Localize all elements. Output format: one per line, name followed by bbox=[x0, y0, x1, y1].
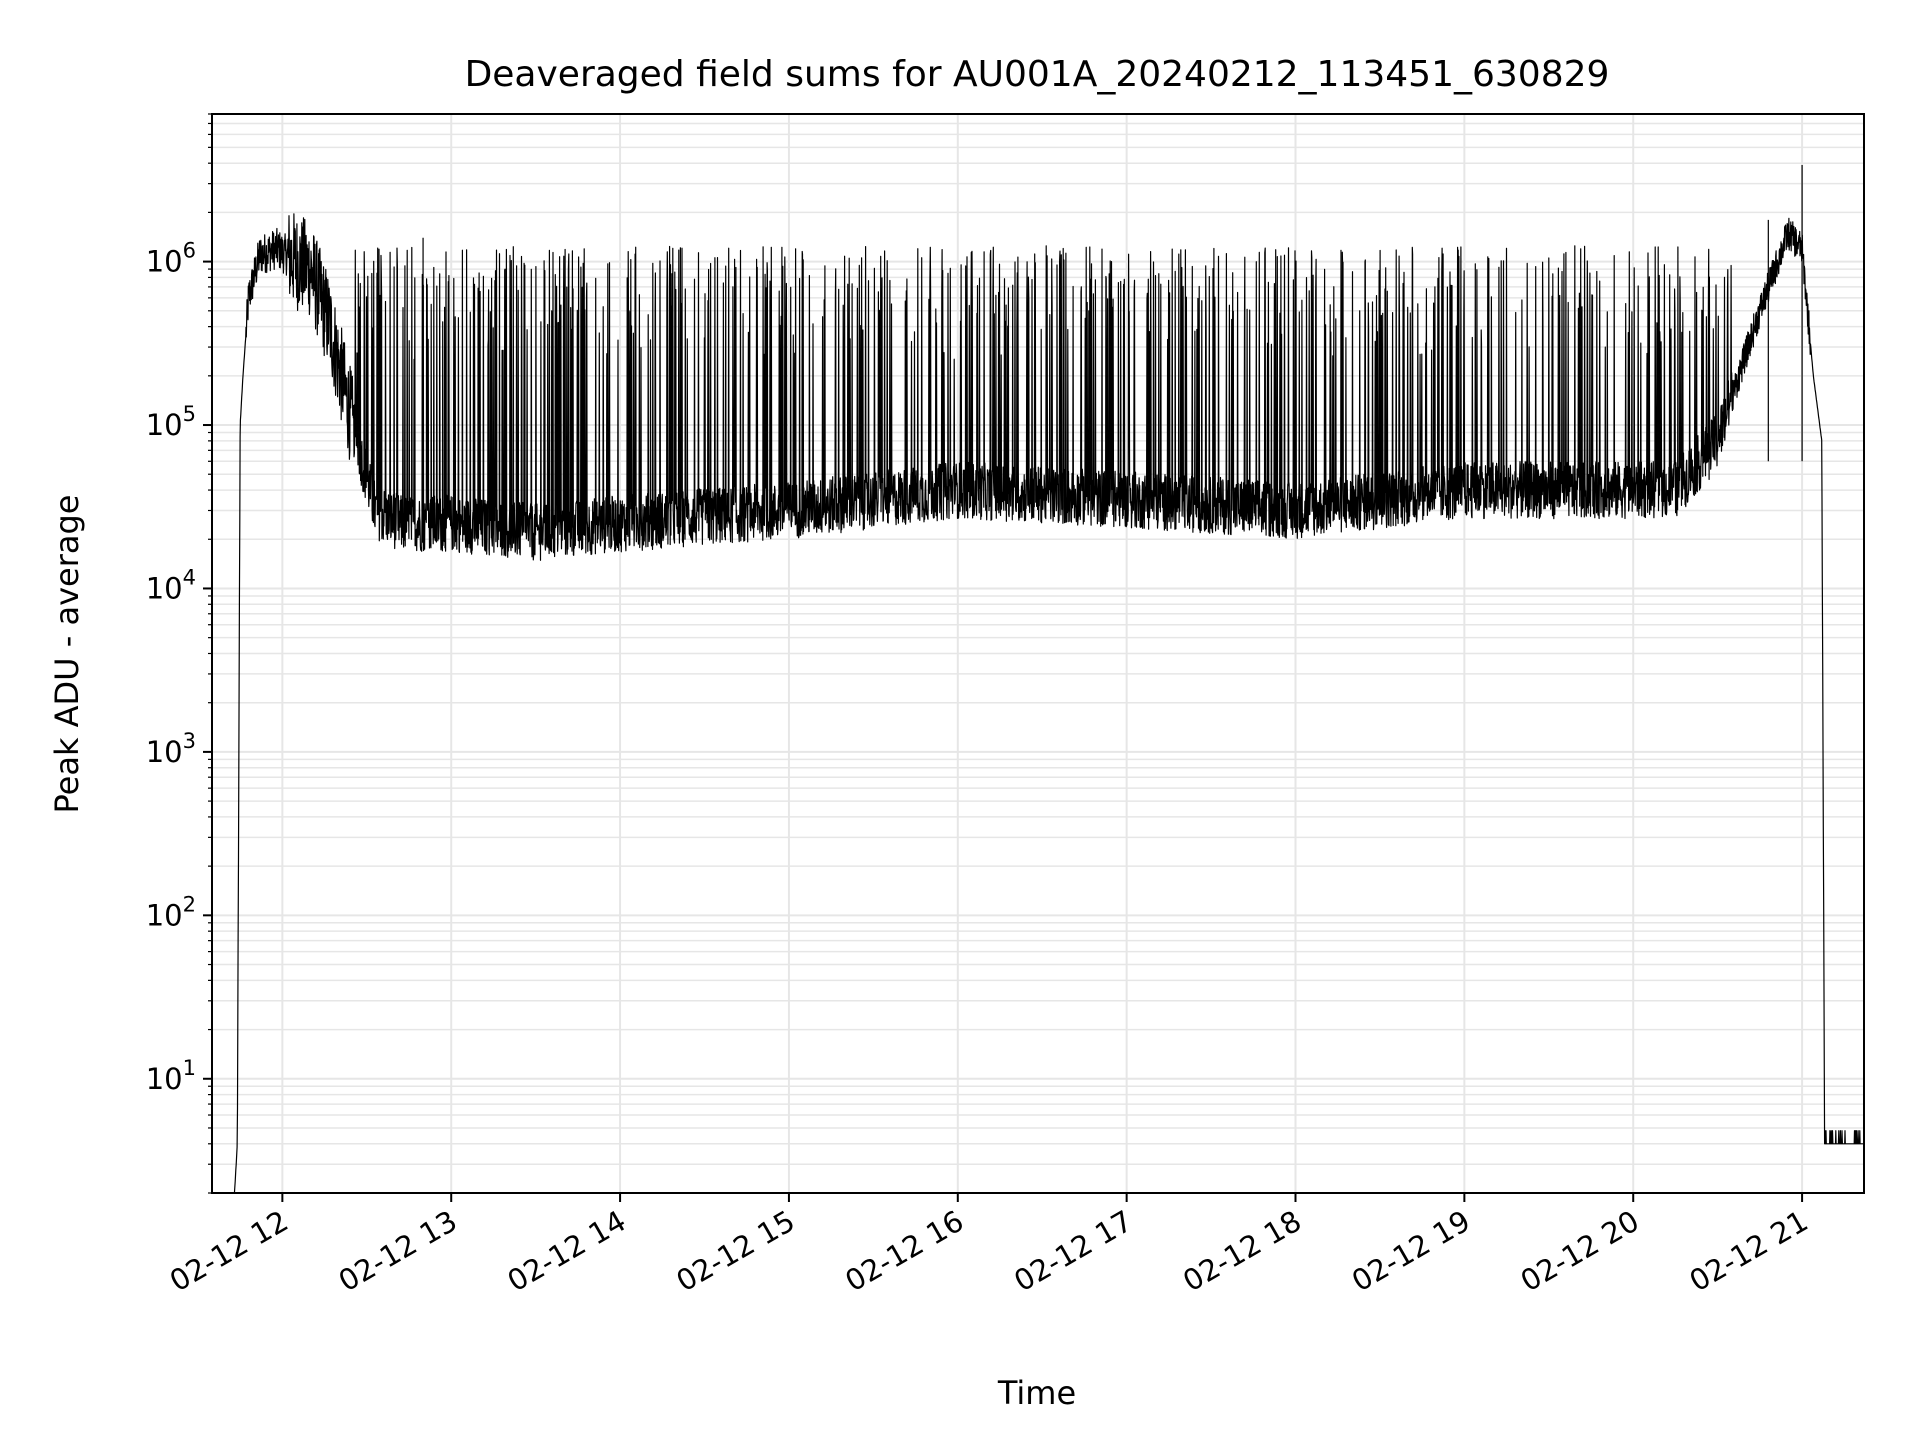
x-axis: 02-12 12 02-12 13 02-12 14 02-12 15 02-12 16… bbox=[164, 1193, 1814, 1298]
x-tick-label: 02-12 13 bbox=[333, 1204, 463, 1299]
data-layer bbox=[233, 164, 1864, 1193]
x-tick-label: 02-12 14 bbox=[502, 1204, 632, 1299]
x-tick-label: 02-12 16 bbox=[839, 1204, 969, 1299]
x-tick-label: 02-12 21 bbox=[1684, 1204, 1814, 1299]
y-tick-label: 101 bbox=[146, 1056, 196, 1096]
y-tick-label: 106 bbox=[146, 239, 196, 279]
x-tick-label: 02-12 18 bbox=[1177, 1204, 1307, 1299]
y-tick-label: 103 bbox=[146, 729, 196, 769]
y-axis: 101 102 103 104 105 106 bbox=[146, 113, 212, 1194]
y-tick-label: 102 bbox=[146, 892, 196, 932]
series-line bbox=[233, 213, 1864, 1193]
x-tick-label: 02-12 20 bbox=[1515, 1204, 1645, 1299]
y-tick-label: 104 bbox=[146, 565, 196, 605]
x-tick-label: 02-12 17 bbox=[1008, 1204, 1138, 1299]
y-axis-title: Peak ADU - average bbox=[48, 495, 86, 814]
x-tick-label: 02-12 15 bbox=[671, 1204, 801, 1299]
y-tick-label: 105 bbox=[146, 402, 196, 442]
x-tick-label: 02-12 12 bbox=[164, 1204, 294, 1299]
x-tick-label: 02-12 19 bbox=[1346, 1204, 1476, 1299]
grid-lines bbox=[212, 113, 1864, 1194]
x-axis-title: Time bbox=[997, 1374, 1076, 1412]
chart-title: Deaveraged field sums for AU001A_2024021… bbox=[465, 54, 1610, 95]
